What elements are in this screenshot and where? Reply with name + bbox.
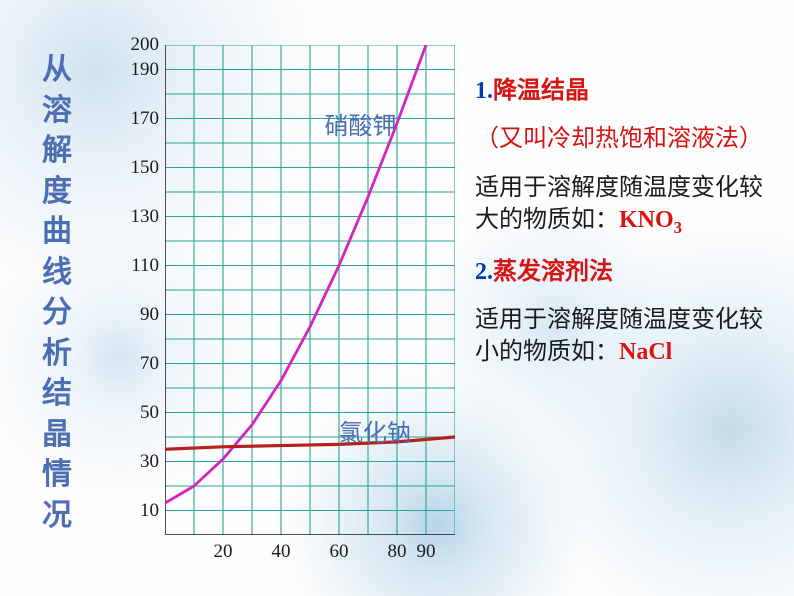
title-char: 分: [40, 293, 74, 334]
y-tick: 90: [140, 304, 165, 326]
y-tick: 110: [131, 255, 165, 277]
item1-title: 降温结晶: [493, 78, 589, 104]
y-tick: 130: [131, 206, 166, 228]
title-char: 晶: [40, 415, 74, 456]
x-tick: 20: [214, 535, 233, 563]
title-char: 溶: [40, 91, 74, 132]
title-char: 情: [40, 455, 74, 496]
title-char: 析: [40, 334, 74, 375]
y-tick: 30: [140, 451, 165, 473]
title-char: 线: [40, 253, 74, 294]
y-tick: 200: [131, 34, 166, 56]
x-tick: 40: [272, 535, 291, 563]
y-tick: 10: [140, 500, 165, 522]
item2-heading: 2.蒸发溶剂法: [475, 256, 775, 288]
x-tick: 60: [330, 535, 349, 563]
y-tick: 190: [131, 59, 166, 81]
title-char: 度: [40, 172, 74, 213]
item1-heading: 1.降温结晶: [475, 75, 775, 107]
x-tick: 80: [388, 535, 407, 563]
item2-chem: NaCl: [619, 339, 672, 365]
curve-label-nacl: 氯化钠: [339, 413, 411, 448]
title-char: 况: [40, 496, 74, 537]
y-tick: 70: [140, 353, 165, 375]
chart-svg: [165, 45, 455, 535]
item1-paren: （又叫冷却热饱和溶液法）: [475, 123, 775, 155]
curve-label-kno3: 硝酸钾: [325, 106, 397, 141]
vertical-title: 从溶解度曲线分析结晶情况: [40, 50, 74, 536]
item1-body: 适用于溶解度随温度变化较大的物质如：KNO3: [475, 172, 775, 240]
item2-title: 蒸发溶剂法: [493, 259, 613, 285]
y-tick: 50: [140, 402, 165, 424]
notes-column: 1.降温结晶 （又叫冷却热饱和溶液法） 适用于溶解度随温度变化较大的物质如：KN…: [475, 75, 775, 385]
item2-body: 适用于溶解度随温度变化较小的物质如：NaCl: [475, 304, 775, 369]
title-char: 从: [40, 50, 74, 91]
solubility-chart: 硝酸钾氯化钠1030507090110130150170190200204060…: [165, 45, 455, 535]
title-char: 解: [40, 131, 74, 172]
y-tick: 150: [131, 157, 166, 179]
title-char: 曲: [40, 212, 74, 253]
y-tick: 170: [131, 108, 166, 130]
title-char: 结: [40, 374, 74, 415]
item2-number: 2.: [475, 259, 493, 285]
item1-number: 1.: [475, 78, 493, 104]
item1-chem: KNO3: [619, 207, 682, 233]
x-tick: 90: [417, 535, 436, 563]
